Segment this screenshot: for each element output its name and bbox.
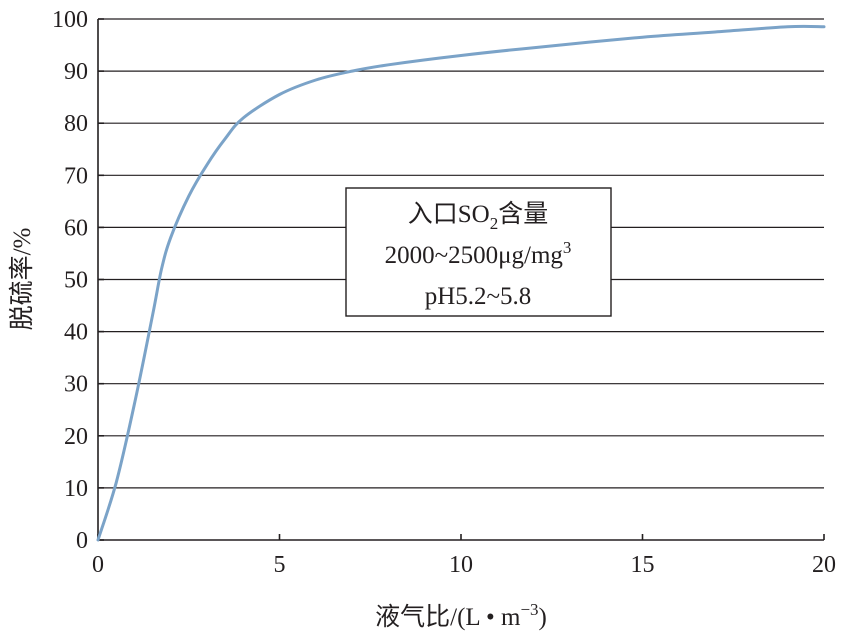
y-tick-label: 70 (64, 163, 88, 189)
x-tick-labels: 0 5 10 15 20 (92, 534, 836, 578)
annotation-box: 入口SO2含量 2000~2500μg/mg3 pH5.2~5.8 (345, 187, 612, 317)
y-tick-label: 30 (64, 372, 88, 398)
x-tick-label: 10 (449, 552, 473, 578)
annotation-border (345, 187, 612, 317)
y-tick-label: 10 (64, 476, 88, 502)
y-tick-label: 0 (76, 528, 88, 554)
x-tick-label: 15 (631, 552, 655, 578)
x-tick-label: 20 (812, 552, 836, 578)
annotation-line-3: pH5.2~5.8 (425, 283, 532, 310)
y-tick-label: 90 (64, 59, 88, 85)
y-tick-label: 60 (64, 215, 88, 241)
y-tick-label: 20 (64, 424, 88, 450)
annotation-line-1: 入口SO2含量 (408, 200, 548, 233)
y-axis-title: 脱硫率/% (8, 228, 36, 331)
y-tick-label: 50 (64, 268, 88, 294)
y-tick-labels: 0 10 20 30 40 50 60 70 80 90 100 (52, 7, 88, 554)
y-tick-label: 80 (64, 111, 88, 137)
x-axis-title: 液气比/(L • m−3) (375, 600, 547, 631)
series-line (96, 24, 826, 542)
x-tick-label: 5 (274, 552, 286, 578)
gridlines (98, 18, 824, 541)
annotation-line-2: 2000~2500μg/mg3 (385, 238, 572, 269)
y-tick-label: 100 (52, 7, 88, 33)
y-tick-label: 40 (64, 320, 88, 346)
x-tick-label: 0 (92, 552, 104, 578)
